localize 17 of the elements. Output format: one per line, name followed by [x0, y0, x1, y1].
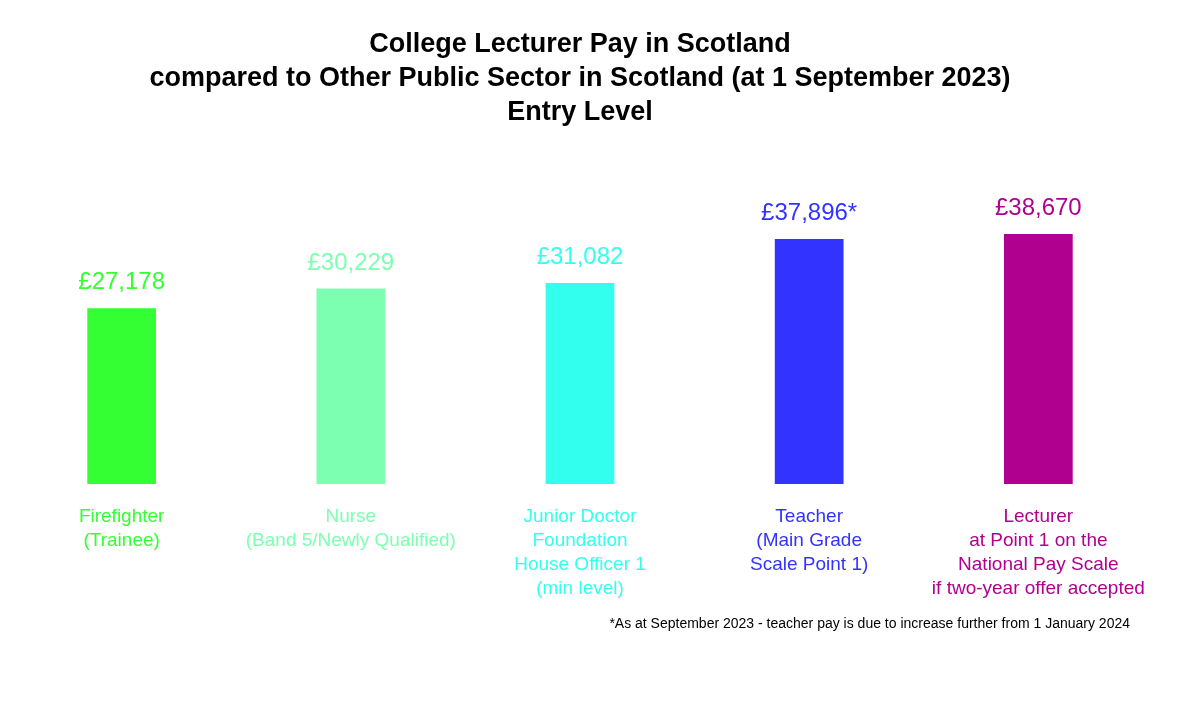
bar: [1003, 234, 1073, 484]
data-label: £30,229: [307, 247, 395, 275]
x-tick-label: Nurse (Band 5/Newly Qualified): [245, 504, 456, 550]
text: *As at September 2023 - teacher pay is due to increase further from 1 January 2024: [609, 615, 1131, 631]
x-tick-label: Teacher (Main Grade Scale Point 1): [750, 504, 869, 574]
data-label: £27,178: [78, 267, 166, 295]
x-tick-label: Junior Doctor Foundation House Officer 1 (min level): [514, 504, 646, 598]
bar: [774, 239, 844, 484]
x-tick-label: Firefighter (Trainee): [78, 504, 166, 550]
data-label: £31,082: [536, 242, 624, 270]
data-label: £37,896*: [761, 198, 858, 225]
x-tick-label: Lecturer at Point 1 on the National Pay Scale if two-year offer accepted: [931, 504, 1145, 598]
data-label: £38,670: [994, 193, 1082, 220]
bar: [545, 283, 615, 484]
bar: [87, 308, 157, 484]
bar: [316, 288, 386, 484]
chart-title: College Lecturer Pay in Scotland compared to Other Public Sector in Scotland (at 1 September 2023) Entry Level: [149, 28, 1011, 126]
